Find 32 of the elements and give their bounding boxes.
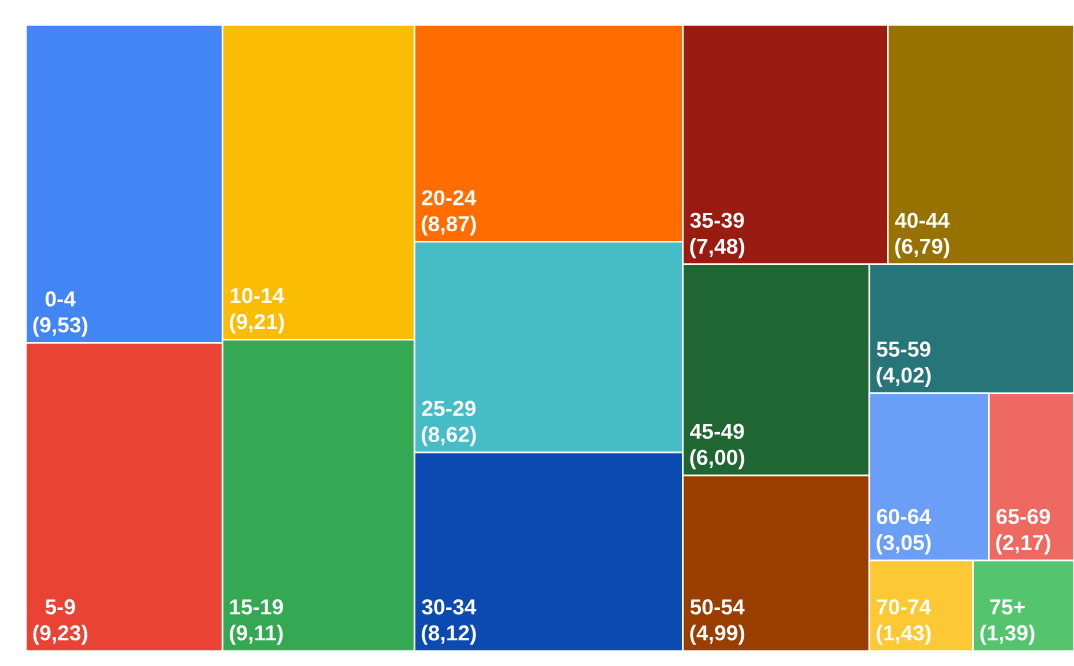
data-label: (6,79) xyxy=(895,238,950,259)
data-label: (6,00) xyxy=(690,449,745,470)
data-label: (9,21) xyxy=(229,313,284,334)
data-label: (4,99) xyxy=(690,624,745,645)
data-label: (1,43) xyxy=(876,624,931,645)
category-label: 70-74 xyxy=(877,599,932,615)
category-label: 60-64 xyxy=(876,508,932,525)
data-label: (8,62) xyxy=(421,426,476,447)
category-label: 25-29 xyxy=(422,400,476,417)
data-label: (2,17) xyxy=(996,534,1051,555)
category-label: 10-14 xyxy=(230,288,285,304)
data-label: (1,39) xyxy=(980,624,1035,645)
data-label: (7,48) xyxy=(690,238,745,259)
category-label: 40-44 xyxy=(895,212,950,228)
category-label: 15-19 xyxy=(230,599,283,615)
category-label: 55-59 xyxy=(876,341,931,357)
data-label: (4,02) xyxy=(876,366,931,388)
data-label: (9,23) xyxy=(33,624,88,645)
data-label: (9,11) xyxy=(229,624,283,645)
category-label: 75+ xyxy=(990,599,1025,615)
category-label: 35-39 xyxy=(690,212,744,228)
data-label: (8,87) xyxy=(421,215,476,236)
category-label: 30-34 xyxy=(421,599,477,615)
category-label: 45-49 xyxy=(690,423,744,439)
category-label: 0-4 xyxy=(45,291,76,307)
data-label: (3,05) xyxy=(876,534,931,555)
data-label: (9,53) xyxy=(33,316,88,337)
category-label: 20-24 xyxy=(422,190,477,206)
category-label: 65-69 xyxy=(996,508,1050,525)
data-label: (8,12) xyxy=(421,624,476,645)
category-label: 50-54 xyxy=(690,599,745,615)
category-label: 5-9 xyxy=(45,599,76,615)
